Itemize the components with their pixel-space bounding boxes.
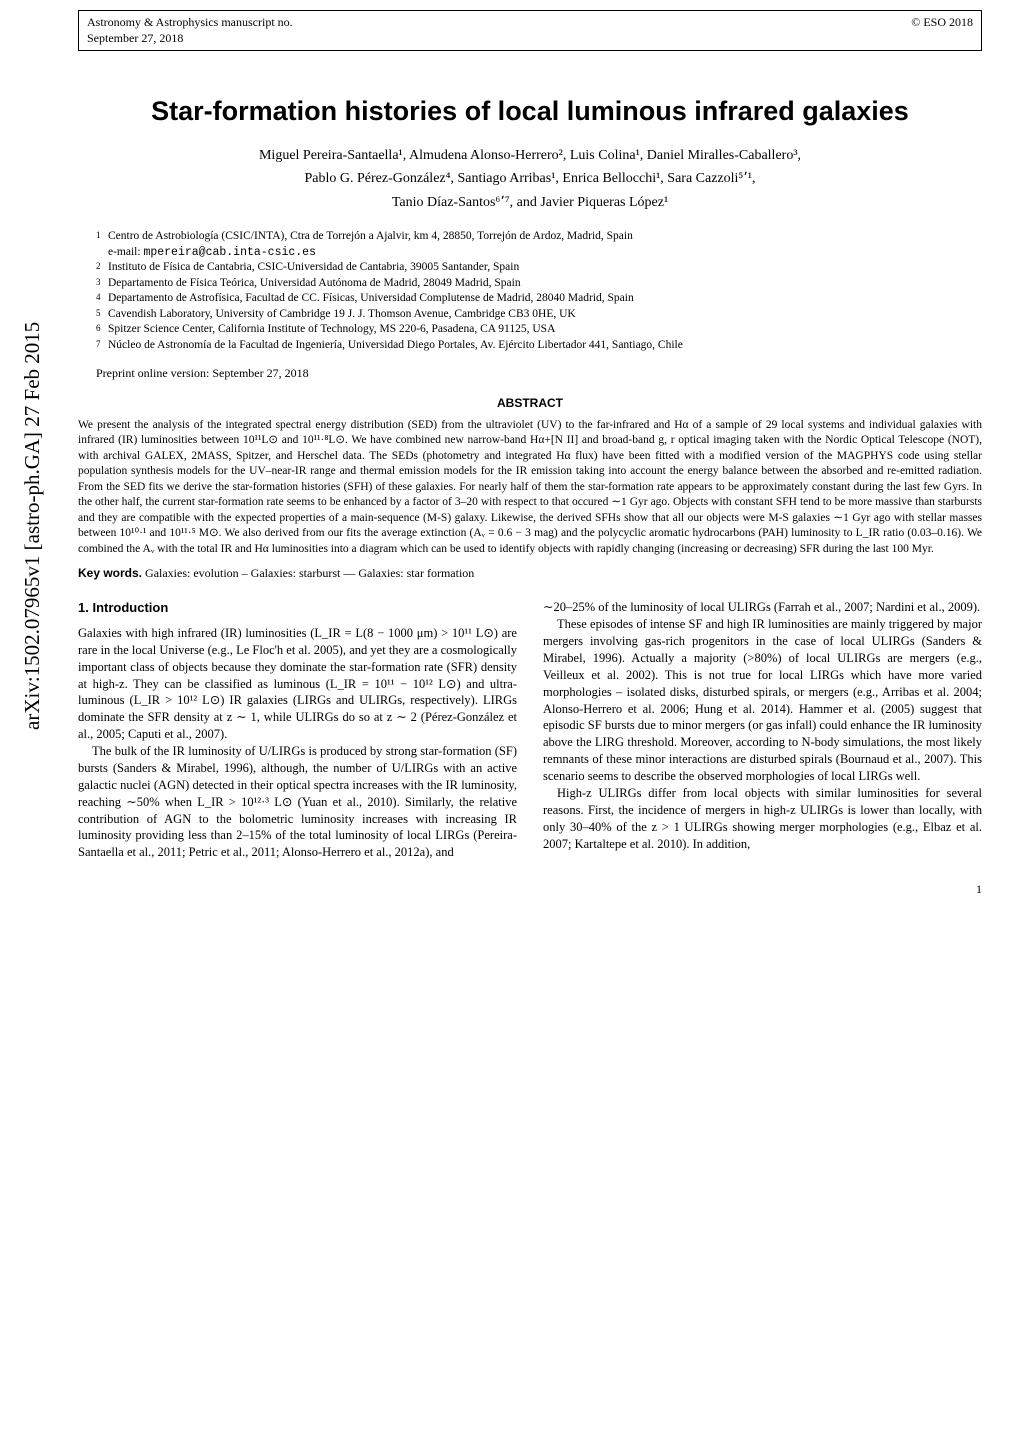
page-number: 1 xyxy=(0,881,982,897)
keywords-label: Key words. xyxy=(78,566,142,580)
paragraph: Galaxies with high infrared (IR) luminos… xyxy=(78,625,517,743)
authors-line-1: Miguel Pereira-Santaella¹, Almudena Alon… xyxy=(259,148,801,163)
authors-line-2: Pablo G. Pérez-González⁴, Santiago Arrib… xyxy=(305,171,756,186)
paragraph: High-z ULIRGs differ from local objects … xyxy=(543,785,982,853)
section-heading: 1. Introduction xyxy=(78,599,517,617)
aff-num: 2 xyxy=(96,260,108,276)
copyright: © ESO 2018 xyxy=(911,15,973,29)
aff-email: e-mail: mpereira@cab.inta-csic.es xyxy=(108,245,316,261)
preprint-line: Preprint online version: September 27, 2… xyxy=(96,365,982,381)
aff-num: 1 xyxy=(96,229,108,245)
column-right: ∼20–25% of the luminosity of local ULIRG… xyxy=(543,599,982,861)
column-left: 1. Introduction Galaxies with high infra… xyxy=(78,599,517,861)
aff-num xyxy=(96,245,108,261)
abstract-heading: ABSTRACT xyxy=(78,395,982,411)
authors-line-3: Tanio Díaz-Santos⁶٬⁷, and Javier Piquera… xyxy=(392,195,668,210)
paragraph: These episodes of intense SF and high IR… xyxy=(543,616,982,785)
paper-title: Star-formation histories of local lumino… xyxy=(78,93,982,129)
aff-text: Núcleo de Astronomía de la Facultad de I… xyxy=(108,338,683,354)
keywords-text: Galaxies: evolution – Galaxies: starburs… xyxy=(145,566,474,580)
keywords: Key words. Galaxies: evolution – Galaxie… xyxy=(78,565,982,581)
paragraph: The bulk of the IR luminosity of U/LIRGs… xyxy=(78,743,517,861)
aff-text: Departamento de Astrofísica, Facultad de… xyxy=(108,291,634,307)
aff-num: 4 xyxy=(96,291,108,307)
arxiv-id: arXiv:1502.07965v1 [astro-ph.GA] 27 Feb … xyxy=(18,322,46,730)
aff-num: 3 xyxy=(96,276,108,292)
aff-num: 5 xyxy=(96,307,108,323)
aff-text: Cavendish Laboratory, University of Camb… xyxy=(108,307,576,323)
aff-num: 6 xyxy=(96,322,108,338)
abstract-text: We present the analysis of the integrate… xyxy=(78,418,982,558)
aff-text: Centro de Astrobiología (CSIC/INTA), Ctr… xyxy=(108,229,633,245)
aff-text: Departamento de Física Teórica, Universi… xyxy=(108,276,521,292)
aff-num: 7 xyxy=(96,338,108,354)
journal-name: Astronomy & Astrophysics manuscript no. xyxy=(87,15,293,29)
authors: Miguel Pereira-Santaella¹, Almudena Alon… xyxy=(78,144,982,215)
aff-text: Spitzer Science Center, California Insti… xyxy=(108,322,555,338)
paragraph: ∼20–25% of the luminosity of local ULIRG… xyxy=(543,599,982,616)
header-box: Astronomy & Astrophysics manuscript no. … xyxy=(78,10,982,51)
aff-text: Instituto de Física de Cantabria, CSIC-U… xyxy=(108,260,519,276)
header-date: September 27, 2018 xyxy=(87,31,183,45)
affiliations: 1Centro de Astrobiología (CSIC/INTA), Ct… xyxy=(96,229,982,353)
